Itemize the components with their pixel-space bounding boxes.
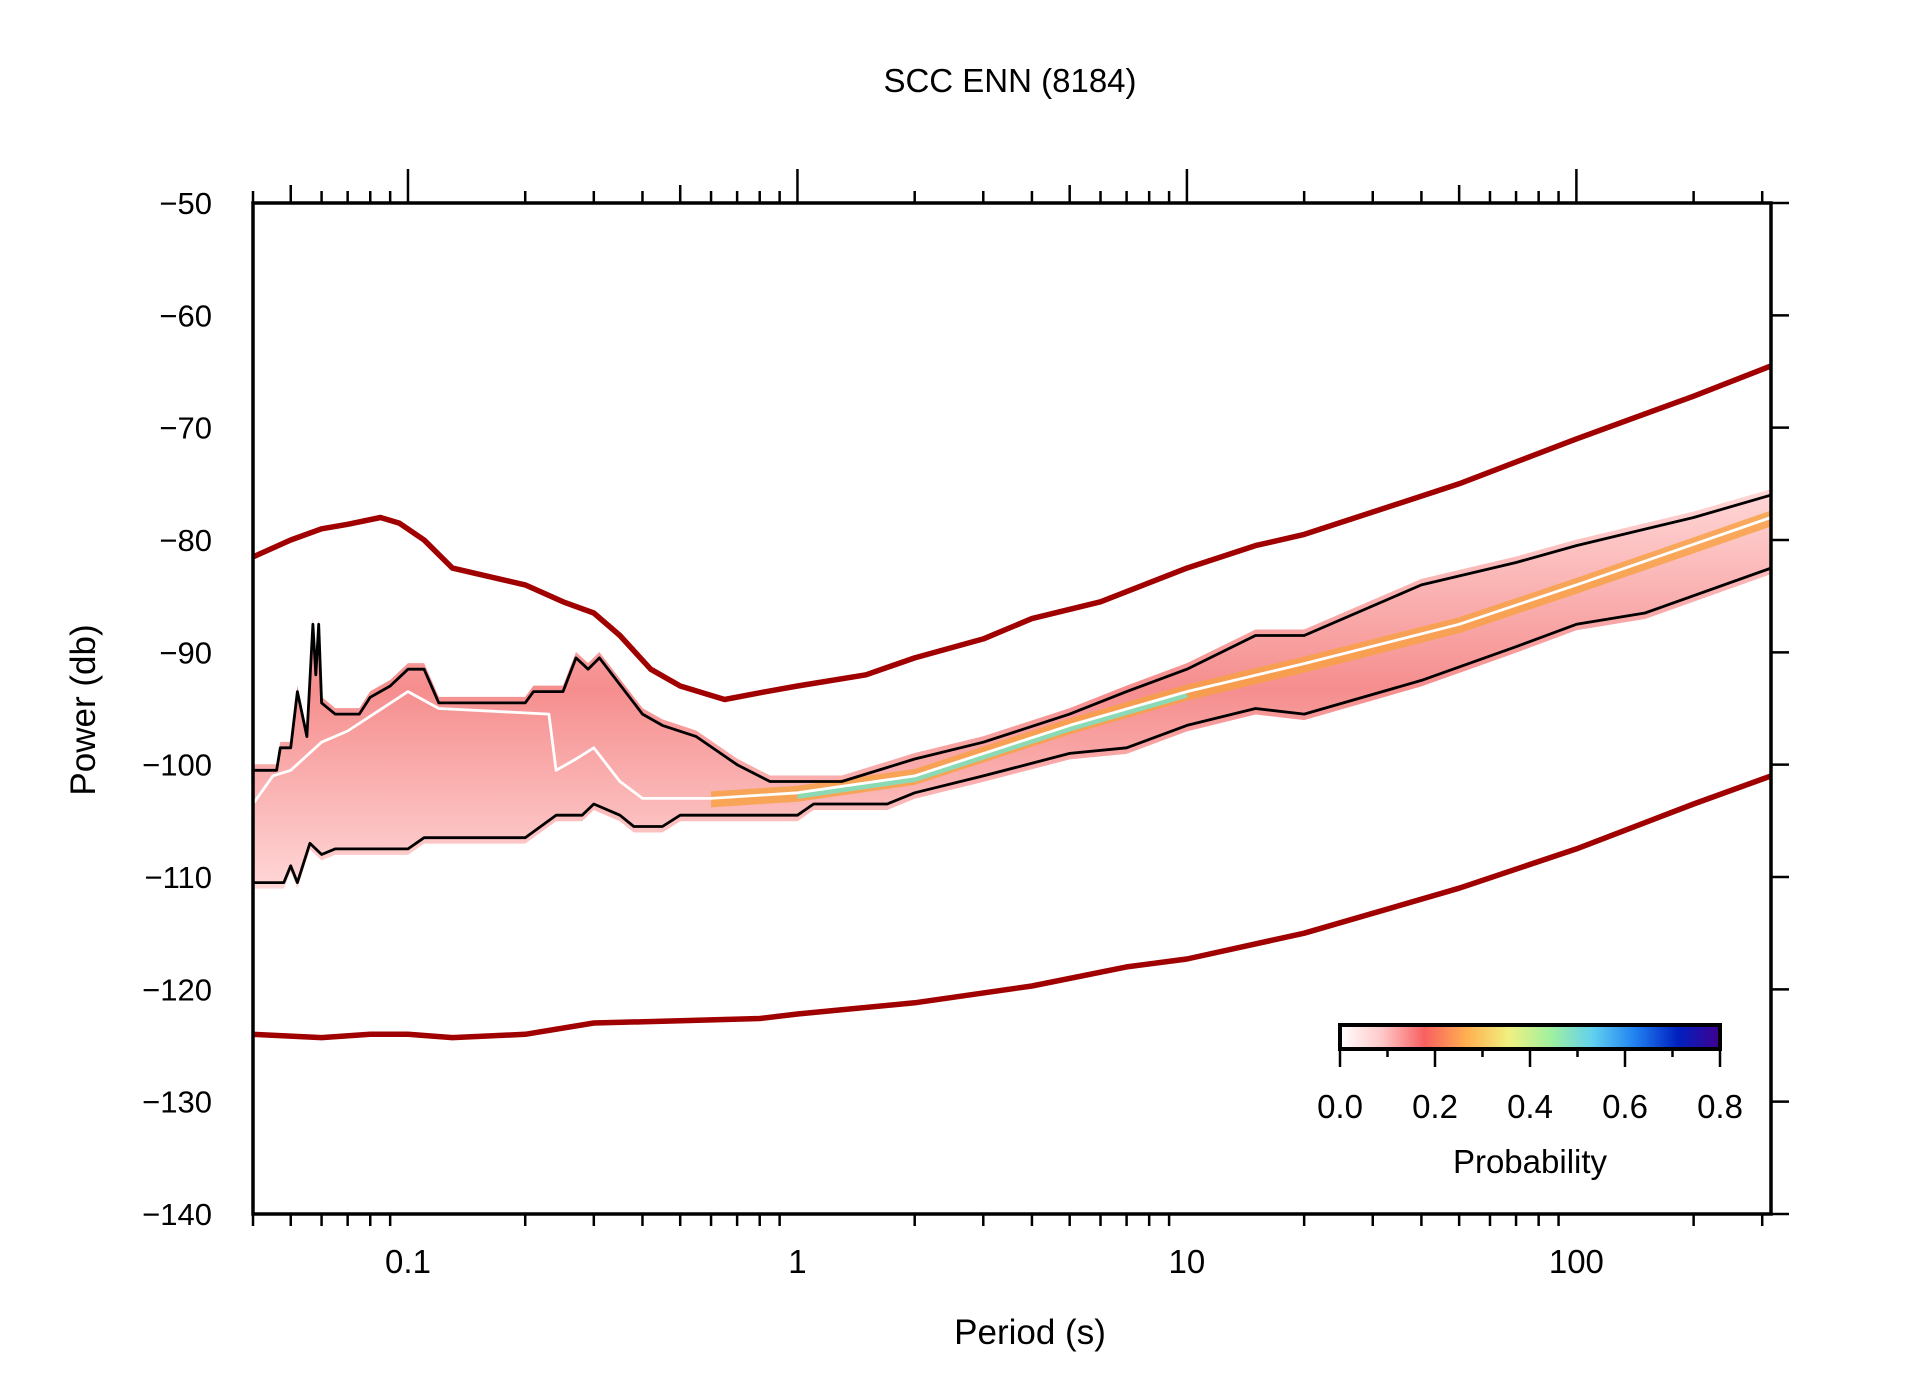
- series-line-mode: [253, 516, 1771, 805]
- colorbar-tick-label: 0.2: [1412, 1088, 1458, 1125]
- y-tick-label: −130: [142, 1085, 212, 1120]
- colorbar-gradient: [1338, 1023, 1722, 1051]
- colorbar-tick-label: 0.4: [1507, 1088, 1553, 1125]
- x-axis-label: Period (s): [954, 1313, 1106, 1352]
- series-line-nhnm: [253, 363, 1771, 703]
- colorbar: 0.0 0.2 0.4 0.6 0.8: [1317, 1023, 1743, 1125]
- y-tick-label: −100: [142, 748, 212, 783]
- chart-title: SCC ENN (8184): [883, 62, 1136, 99]
- axes: 0.1 1 10 100 −50 −60 −70 −80 −90 −100 −110 −120 −130…: [142, 169, 1789, 1280]
- colorbar-tick-label: 0.8: [1697, 1088, 1743, 1125]
- y-tick-label: −80: [159, 523, 212, 558]
- y-tick-label: −60: [159, 298, 212, 333]
- x-tick-label: 1: [788, 1243, 806, 1280]
- series-line-nlnm: [253, 773, 1771, 1041]
- y-tick-label: −110: [144, 860, 212, 895]
- series-line-upper-percentile: [253, 493, 1771, 783]
- pdf-ridge-peak: [797, 691, 1188, 799]
- y-tick-label: −90: [159, 635, 212, 670]
- y-tick-label: −120: [142, 972, 212, 1007]
- colorbar-label: Probability: [1453, 1143, 1608, 1180]
- y-tick-label: −140: [142, 1197, 212, 1232]
- pdf-probability-band: [253, 489, 1771, 889]
- x-tick-label: 100: [1549, 1243, 1604, 1280]
- plot-frame: [251, 201, 1773, 1216]
- y-axis-label: Power (db): [64, 624, 103, 795]
- series-line-lower-percentile: [253, 566, 1771, 884]
- plot-area: [253, 363, 1771, 1041]
- y-tick-label: −70: [159, 411, 212, 446]
- colorbar-tick-label: 0.0: [1317, 1088, 1363, 1125]
- x-tick-label: 10: [1169, 1243, 1206, 1280]
- x-tick-label: 0.1: [385, 1243, 431, 1280]
- y-tick-label: −50: [159, 186, 212, 221]
- colorbar-tick-label: 0.6: [1602, 1088, 1648, 1125]
